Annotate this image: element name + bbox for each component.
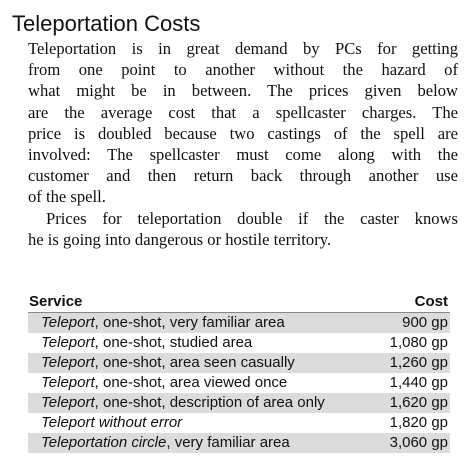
table-row: Teleport, one-shot, studied area 1,080 g… [28,333,450,353]
table-row: Teleport, one-shot, area viewed once 1,4… [28,373,450,393]
body-text: Teleportation is in great demand by PCs … [28,38,458,250]
section-heading: Teleportation Costs [12,11,201,36]
cost-cell: 3,060 gp [389,434,448,451]
paragraph-2-line: he is going into dangerous or hostile te… [28,229,332,249]
cost-column-header: Cost [414,293,448,310]
spell-name: Teleportation circle [41,434,167,451]
table-row: Teleport, one-shot, description of area … [28,393,450,413]
teleportation-cost-table: Service Cost Teleport, one-shot, very fa… [28,292,450,453]
paragraph-1-line: of the spell. [28,187,106,207]
cost-cell: 1,820 gp [389,414,448,431]
paragraph-1-line: from one point to another without the ha… [28,60,458,80]
service-cell: Teleport, one-shot, area seen casually [41,353,295,373]
table-row: Teleportation circle, very familiar area… [28,433,450,453]
service-detail: , one-shot, area seen casually [94,354,295,371]
cost-cell: 1,260 gp [389,354,448,371]
table-row: Teleport without error 1,820 gp [28,413,450,433]
service-detail: , very familiar area [166,434,290,451]
table-row: Teleport, one-shot, area seen casually 1… [28,353,450,373]
cost-cell: 1,440 gp [389,374,448,391]
paragraph-1-line: Teleportation is in great demand by PCs … [28,39,458,58]
paragraph-1-line: customer and then return back through an… [28,166,458,186]
spell-name: Teleport without error [41,414,183,431]
paragraph-1-line: involved: The spellcaster must come alon… [28,144,458,164]
service-column-header: Service [29,293,83,310]
paragraph-2-line: Prices for teleportation double if the c… [46,208,458,228]
cost-cell: 1,620 gp [389,394,448,411]
service-detail: , one-shot, area viewed once [94,374,288,391]
paragraph-1-line: what might be in between. The prices giv… [28,81,458,101]
spell-name: Teleport [41,354,95,371]
cost-cell: 900 gp [402,314,448,331]
table-row: Teleport, one-shot, very familiar area 9… [28,313,450,333]
spell-name: Teleport [41,374,95,391]
service-detail: , one-shot, very familiar area [94,314,285,331]
service-detail: , one-shot, description of area only [94,394,325,411]
service-cell: Teleportation circle, very familiar area [41,433,290,453]
service-cell: Teleport, one-shot, very familiar area [41,313,285,333]
service-cell: Teleport, one-shot, description of area … [41,393,325,413]
service-detail: , one-shot, studied area [94,334,253,351]
cost-cell: 1,080 gp [389,334,448,351]
spell-name: Teleport [41,394,95,411]
service-cell: Teleport, one-shot, area viewed once [41,373,287,393]
table-header: Service Cost [28,292,450,313]
paragraph-1-line: are the average cost that a spellcaster … [28,102,458,122]
spell-name: Teleport [41,314,95,331]
service-cell: Teleport, one-shot, studied area [41,333,252,353]
spell-name: Teleport [41,334,95,351]
service-cell: Teleport without error [41,413,182,433]
paragraph-1-line: price is doubled because two castings of… [28,123,458,143]
